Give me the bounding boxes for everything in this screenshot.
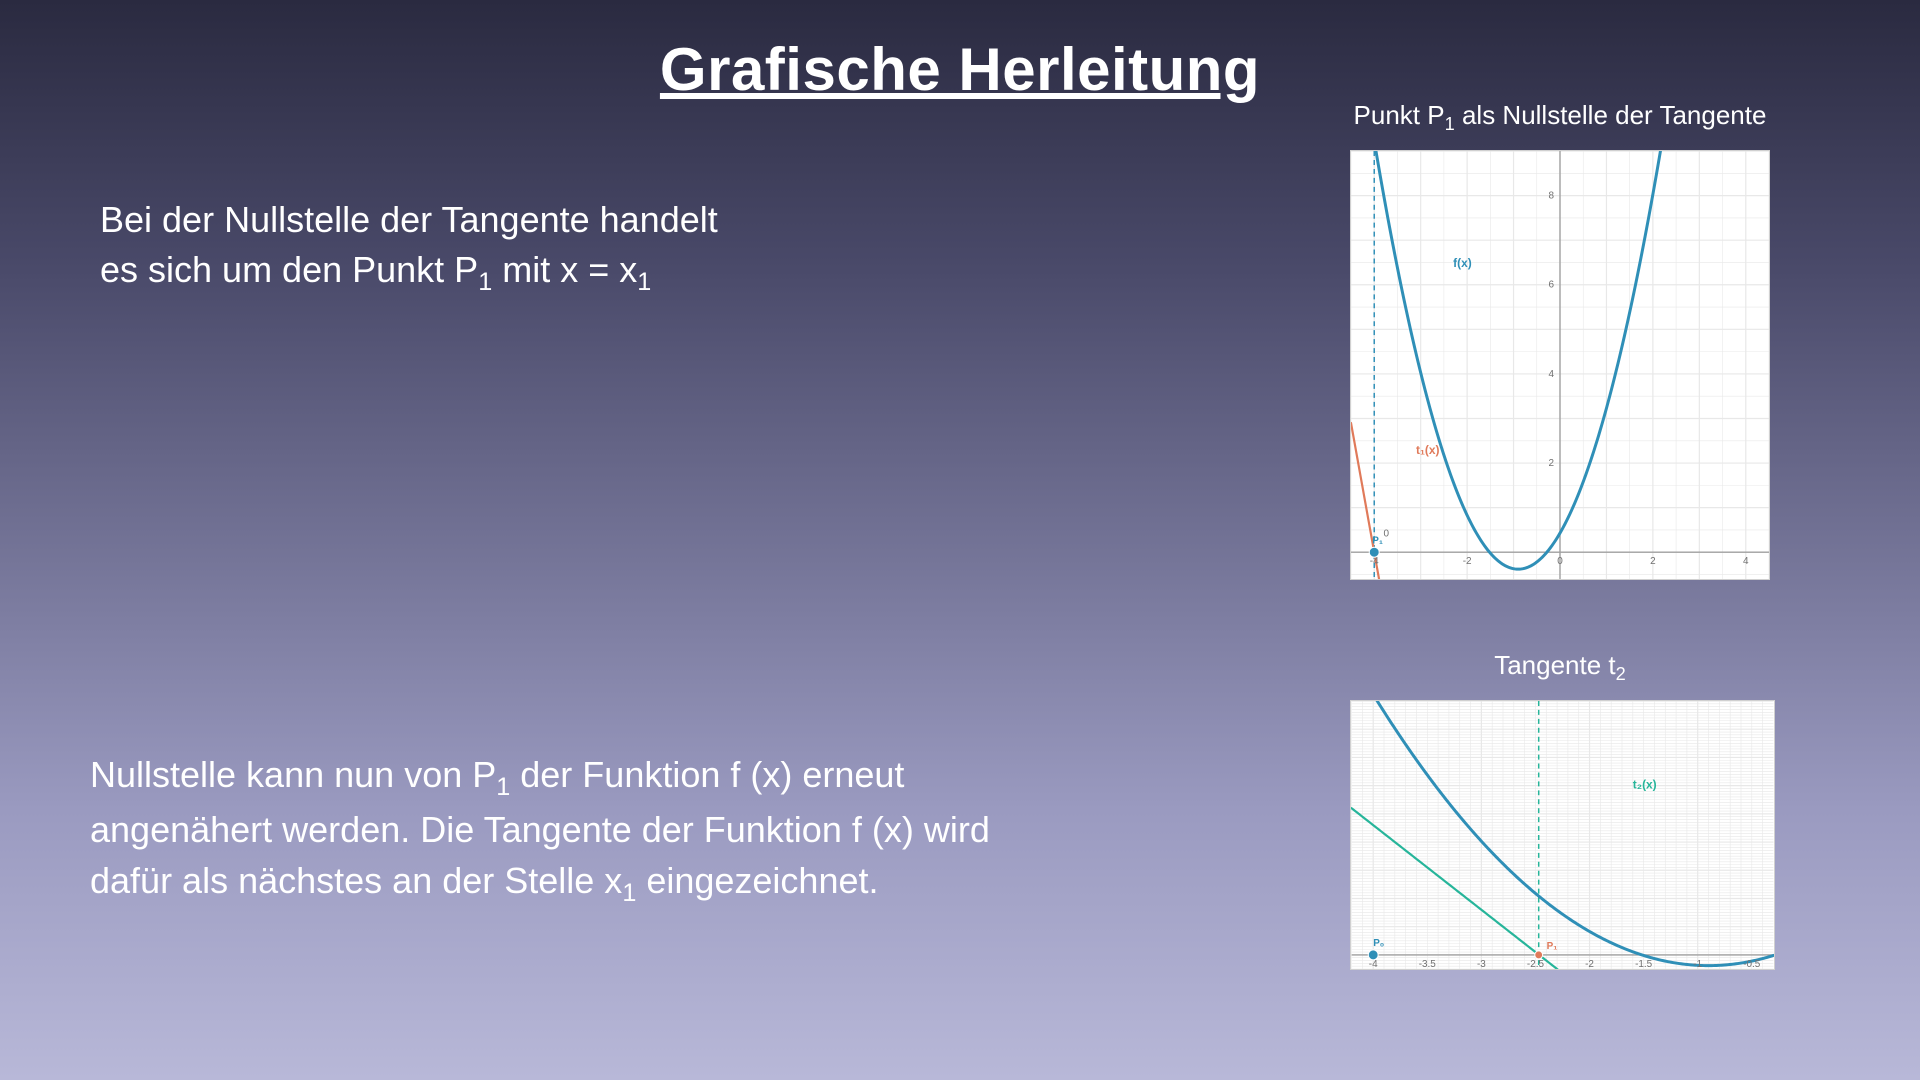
svg-text:-2.5: -2.5 — [1527, 959, 1545, 969]
svg-text:-2: -2 — [1585, 959, 1594, 969]
svg-text:P₁: P₁ — [1372, 535, 1383, 546]
svg-text:6: 6 — [1548, 280, 1554, 291]
svg-text:t₂(x): t₂(x) — [1633, 777, 1657, 791]
svg-text:P₁: P₁ — [1547, 941, 1558, 952]
svg-text:-0.5: -0.5 — [1743, 959, 1761, 969]
page-title: Grafische Herleitung — [0, 0, 1920, 104]
chart1-caption: Punkt P1 als Nullstelle der Tangente — [1350, 100, 1770, 135]
svg-text:2: 2 — [1650, 556, 1656, 567]
paragraph-2: Nullstelle kann nun von P1 der Funktion … — [90, 750, 1010, 911]
svg-text:4: 4 — [1743, 556, 1749, 567]
paragraph-1: Bei der Nullstelle der Tangente handelte… — [100, 195, 920, 301]
svg-text:-3.5: -3.5 — [1419, 959, 1437, 969]
svg-text:8: 8 — [1548, 191, 1554, 202]
svg-text:-1: -1 — [1693, 959, 1702, 969]
svg-text:-4: -4 — [1370, 556, 1379, 567]
svg-text:0: 0 — [1557, 556, 1563, 567]
svg-text:-1.5: -1.5 — [1635, 959, 1653, 969]
svg-text:-2: -2 — [1463, 556, 1472, 567]
svg-text:0: 0 — [1384, 529, 1390, 540]
chart2-caption: Tangente t2 — [1350, 650, 1770, 685]
chart-1: f(x)t₁(x)-4-20242468P₁0 — [1350, 150, 1770, 580]
svg-text:P₀: P₀ — [1373, 938, 1384, 949]
chart-2: t₂(x)-4-3.5-3-2.5-2-1.5-1-0.5P₀P₁ — [1350, 700, 1775, 970]
svg-text:4: 4 — [1548, 369, 1554, 380]
svg-text:2: 2 — [1548, 458, 1554, 469]
svg-text:-3: -3 — [1477, 959, 1486, 969]
svg-text:t₁(x): t₁(x) — [1416, 443, 1440, 457]
svg-text:f(x): f(x) — [1453, 256, 1472, 270]
